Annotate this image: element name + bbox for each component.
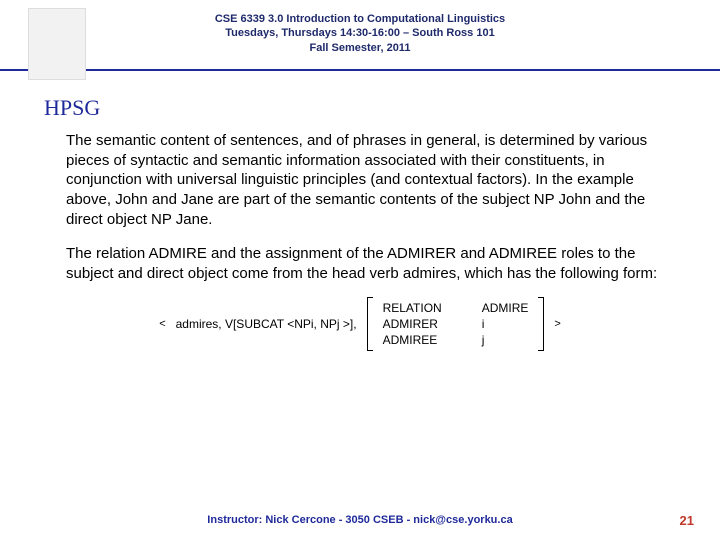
right-angle-bracket: > [554, 318, 560, 330]
course-title: CSE 6339 3.0 Introduction to Computation… [0, 12, 720, 26]
avm-value-relation: ADMIRE [482, 301, 529, 315]
course-schedule: Tuesdays, Thursdays 14:30-16:00 – South … [0, 26, 720, 40]
instructor-info: Instructor: Nick Cercone - 3050 CSEB - n… [207, 514, 512, 526]
avm-value-admirer: i [482, 317, 529, 331]
slide-content: HPSG The semantic content of sentences, … [0, 77, 720, 352]
page-number: 21 [680, 513, 694, 528]
admires-subcat-text: admires, V[SUBCAT <NPi, NPj >], [176, 317, 357, 331]
avm-label-relation: RELATION [383, 301, 442, 315]
header-divider [0, 69, 720, 71]
avm-label-admirer: ADMIRER [383, 317, 442, 331]
avm-labels-column: RELATION ADMIRER ADMIREE [383, 301, 442, 347]
avm-values-column: ADMIRE i j [482, 301, 529, 347]
avm-label-admiree: ADMIREE [383, 333, 442, 347]
paragraph-2: The relation ADMIRE and the assignment o… [66, 244, 676, 284]
avm-diagram: < admires, V[SUBCAT <NPi, NPj >], RELATI… [44, 297, 676, 351]
paragraph-1: The semantic content of sentences, and o… [66, 131, 676, 230]
slide-header: CSE 6339 3.0 Introduction to Computation… [0, 0, 720, 77]
slide-title: HPSG [44, 95, 676, 121]
slide-footer: Instructor: Nick Cercone - 3050 CSEB - n… [0, 514, 720, 526]
matrix-right-bracket [538, 297, 544, 351]
header-image-placeholder [28, 8, 86, 80]
left-angle-bracket: < [159, 318, 165, 330]
course-semester: Fall Semester, 2011 [0, 41, 720, 55]
avm-value-admiree: j [482, 333, 529, 347]
avm-matrix: RELATION ADMIRER ADMIREE ADMIRE i j [367, 297, 545, 351]
